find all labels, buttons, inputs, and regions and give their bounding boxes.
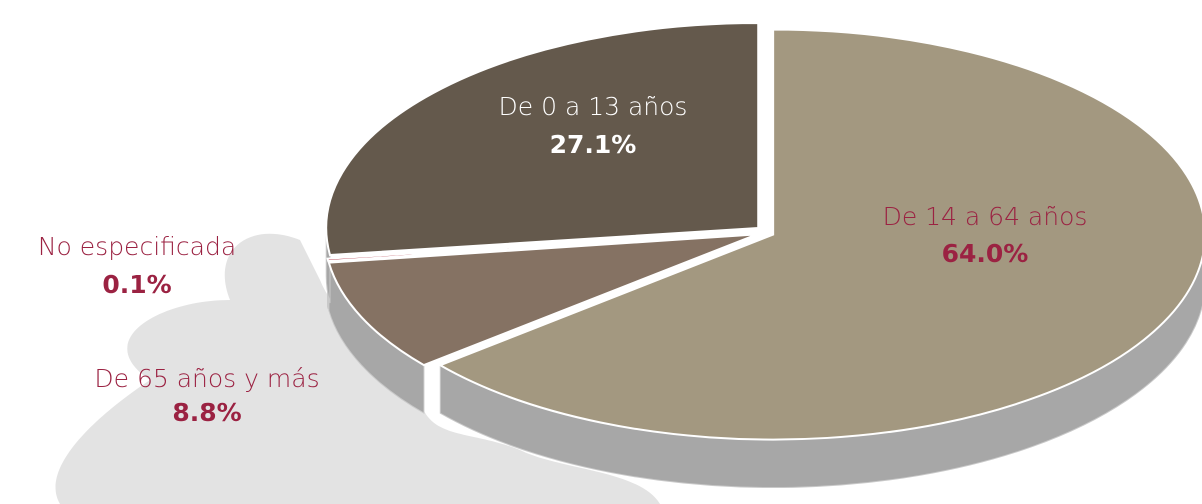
slice-value: 8.8% xyxy=(172,398,241,427)
labels: De 14 a 64 años 64.0% De 65 años y más 8.8%… xyxy=(38,92,1088,427)
slice-label: De 65 años y más xyxy=(94,364,319,393)
slice-label: De 14 a 64 años xyxy=(883,202,1088,231)
pie-slice xyxy=(327,233,758,367)
slice-label: De 0 a 13 años xyxy=(499,92,688,121)
pie-tops xyxy=(325,22,1202,441)
slice-value: 0.1% xyxy=(102,270,171,299)
slice-value: 64.0% xyxy=(942,239,1029,268)
pie-slice xyxy=(326,231,757,263)
pie-slice xyxy=(437,28,1202,441)
background-shape xyxy=(55,233,660,504)
slice-value: 27.1% xyxy=(550,130,637,159)
pie-slice xyxy=(325,22,760,257)
slice-label: No especificada xyxy=(38,232,236,261)
